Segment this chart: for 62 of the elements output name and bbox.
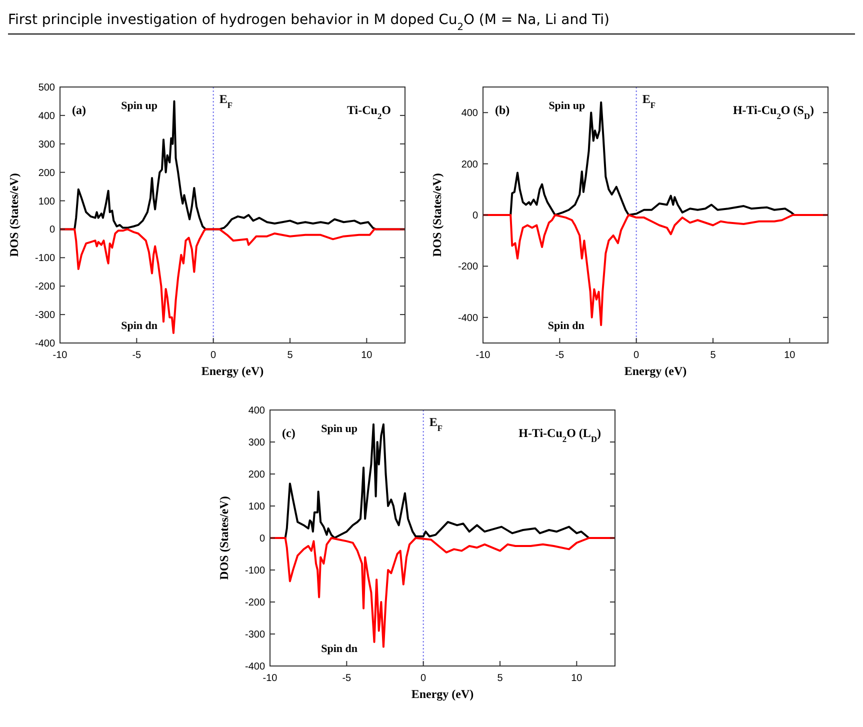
annotation: (c)	[282, 426, 296, 440]
series-label: Spin up	[548, 100, 586, 112]
x-tick-label: 5	[710, 350, 716, 361]
x-tick-label: -10	[476, 350, 491, 361]
y-tick-label: 300	[248, 438, 266, 448]
x-tick-label: -5	[132, 350, 142, 361]
annotation: Ti-Cu$_{2}$O	[347, 103, 391, 120]
x-tick-label: 5	[287, 350, 294, 361]
x-tick-label: -10	[52, 350, 68, 361]
x-axis-title: Energy (eV)	[624, 364, 687, 378]
line-series	[59, 228, 406, 334]
y-tick-label: -300	[34, 310, 56, 322]
x-tick-label: 0	[634, 350, 640, 361]
y-tick-label: 0	[49, 224, 56, 236]
y-tick-label: -400	[34, 338, 56, 350]
x-tick-label: 5	[497, 673, 504, 684]
x-tick-label: 0	[210, 350, 217, 361]
ref-line-label: E$_{F}$	[429, 415, 442, 432]
x-tick-label: 10	[571, 673, 583, 684]
y-tick-label: 200	[461, 159, 478, 170]
y-axis-title: DOS (States/eV)	[7, 173, 21, 257]
x-axis-title: Energy (eV)	[411, 687, 474, 701]
x-tick-label: 10	[361, 350, 373, 361]
annotation: (b)	[495, 103, 510, 117]
y-tick-label: 200	[38, 168, 56, 179]
x-tick-label: -10	[262, 673, 278, 684]
series-label: Spin up	[121, 100, 158, 112]
ref-line-label: E$_{F}$	[642, 92, 656, 110]
annotation: (a)	[72, 103, 86, 117]
y-tick-label: 400	[38, 110, 56, 122]
annotation: H-Ti-Cu$_{2}$O (L$_{D}$)	[518, 426, 601, 444]
x-axis-title: Energy (eV)	[201, 364, 264, 378]
x-tick-label: -5	[555, 350, 565, 361]
y-tick-label: -100	[244, 566, 266, 576]
y-tick-label: 200	[248, 470, 266, 480]
y-axis-title: DOS (States/eV)	[217, 496, 231, 580]
x-tick-label: 0	[420, 673, 427, 684]
y-tick-label: -400	[244, 662, 266, 672]
y-tick-label: -200	[244, 598, 266, 608]
y-tick-label: 100	[248, 502, 266, 512]
chart-title: First principle investigation of hydrogen behavior in M doped Cu$_{2}$O (M = Na, Li and Ti)	[8, 12, 610, 32]
y-tick-label: -300	[244, 630, 266, 640]
series-label: Spin dn	[321, 643, 358, 655]
ref-line-label: E$_{F}$	[219, 92, 232, 110]
y-tick-label: 500	[38, 82, 56, 94]
y-tick-label: 300	[38, 139, 56, 150]
y-tick-label: 0	[472, 210, 478, 222]
y-axis-title: DOS (States/eV)	[430, 173, 444, 257]
y-tick-label: 0	[259, 534, 266, 544]
annotation: H-Ti-Cu$_{2}$O (S$_{D}$)	[732, 103, 814, 120]
y-tick-label: 400	[248, 406, 266, 416]
y-tick-label: -200	[34, 282, 56, 293]
series-label: Spin up	[321, 423, 358, 435]
series-label: Spin dn	[121, 320, 158, 332]
y-tick-label: -100	[34, 253, 56, 264]
series-label: Spin dn	[548, 320, 584, 332]
y-tick-label: -400	[458, 312, 478, 324]
x-tick-label: -5	[342, 673, 352, 684]
y-tick-label: -200	[458, 262, 478, 273]
y-tick-label: 400	[461, 108, 478, 120]
x-tick-label: 10	[784, 350, 796, 361]
y-tick-label: 100	[38, 196, 56, 208]
